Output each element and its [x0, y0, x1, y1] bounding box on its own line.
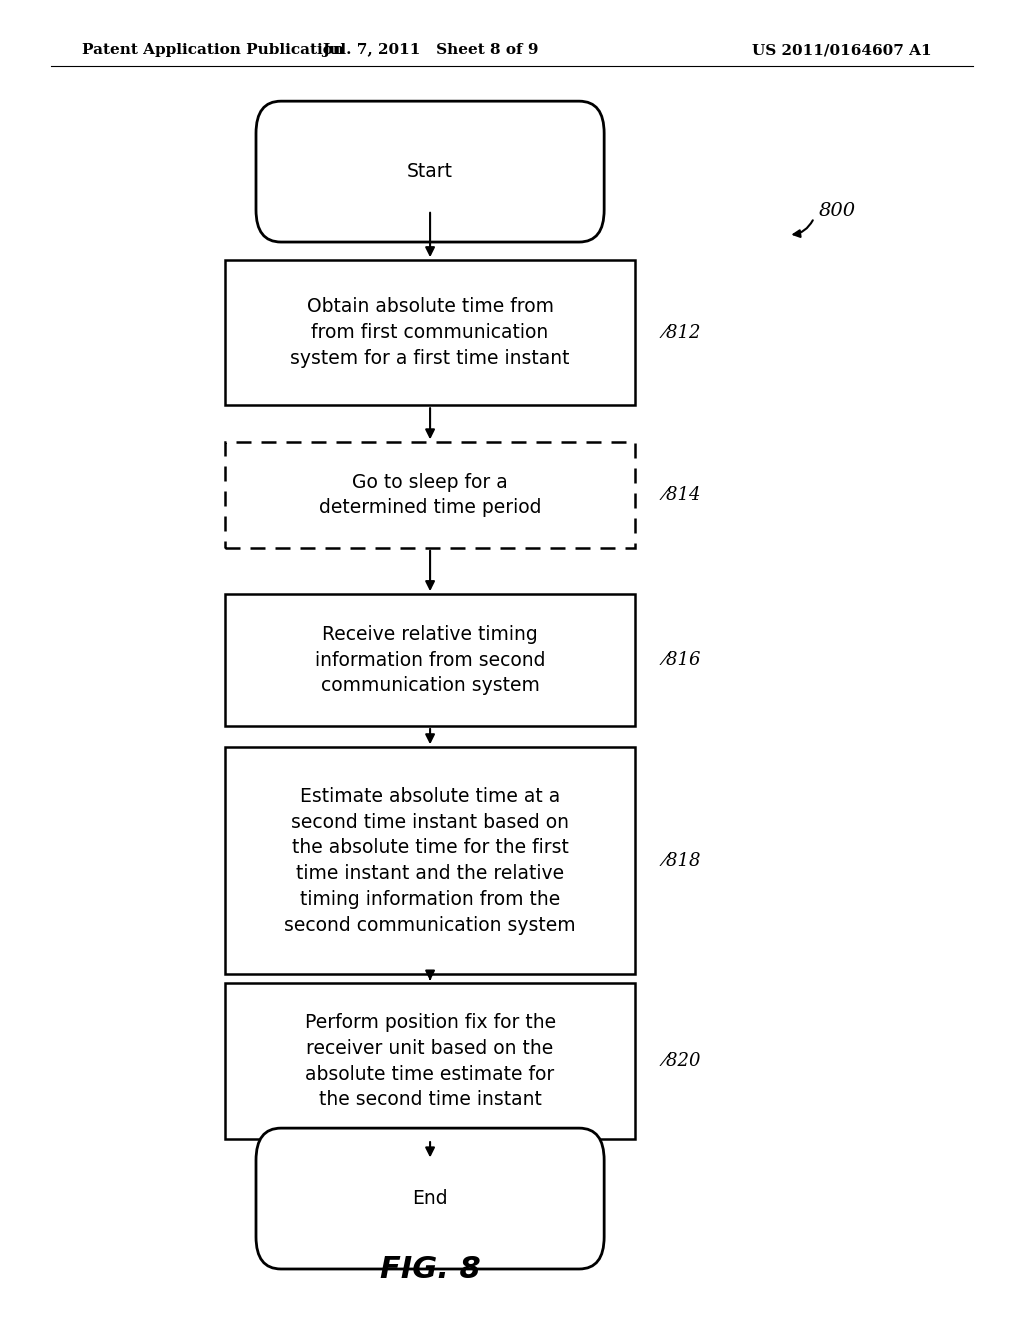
Text: Obtain absolute time from
from first communication
system for a first time insta: Obtain absolute time from from first com… [291, 297, 569, 368]
FancyBboxPatch shape [256, 1129, 604, 1269]
FancyBboxPatch shape [256, 102, 604, 242]
Text: Jul. 7, 2011   Sheet 8 of 9: Jul. 7, 2011 Sheet 8 of 9 [322, 44, 539, 57]
Text: ⁄814: ⁄814 [664, 486, 701, 504]
Bar [225, 983, 635, 1139]
Text: Start: Start [408, 162, 453, 181]
Text: US 2011/0164607 A1: US 2011/0164607 A1 [753, 44, 932, 57]
Text: ⁄820: ⁄820 [664, 1052, 701, 1071]
Text: Estimate absolute time at a
second time instant based on
the absolute time for t: Estimate absolute time at a second time … [285, 787, 575, 935]
Bar [225, 442, 635, 548]
Text: ⁄818: ⁄818 [664, 851, 701, 870]
Bar [225, 260, 635, 405]
Bar [225, 594, 635, 726]
Text: End: End [413, 1189, 447, 1208]
Text: ⁄812: ⁄812 [664, 323, 701, 342]
Text: Perform position fix for the
receiver unit based on the
absolute time estimate f: Perform position fix for the receiver un… [304, 1014, 556, 1109]
Text: Patent Application Publication: Patent Application Publication [82, 44, 344, 57]
Text: 800: 800 [819, 202, 856, 220]
Text: Receive relative timing
information from second
communication system: Receive relative timing information from… [314, 624, 546, 696]
Text: Go to sleep for a
determined time period: Go to sleep for a determined time period [318, 473, 542, 517]
Text: ⁄816: ⁄816 [664, 651, 701, 669]
Text: FIG. 8: FIG. 8 [380, 1255, 480, 1284]
Bar [225, 747, 635, 974]
